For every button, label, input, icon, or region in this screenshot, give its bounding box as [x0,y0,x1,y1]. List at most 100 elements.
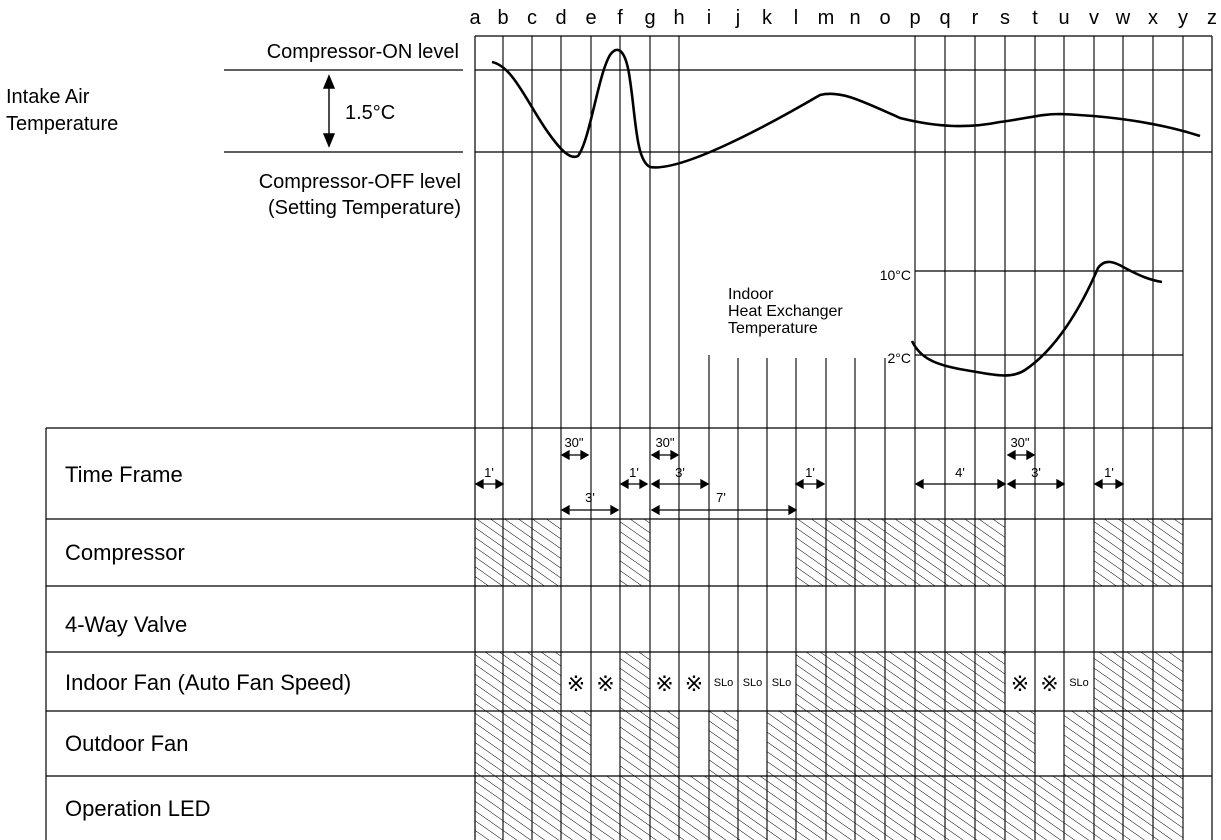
indoor-fan-on-cell [826,652,855,711]
indoor-fan-on-cell [532,652,561,711]
outdoor-fan-on-cell [855,711,885,776]
column-letter: p [909,7,920,29]
column-letter: w [1115,7,1131,29]
outdoor-fan-on-cell [1123,711,1153,776]
reference-mark: ※ [685,671,703,696]
operation-led-on-cell [1153,776,1183,840]
time-label: 30" [655,435,674,450]
compressor-on-cell [975,519,1005,586]
indoor-fan-on-cell [475,652,503,711]
operation-led-on-cell [1123,776,1153,840]
slo-mark-background [740,673,765,689]
outdoor-fan-on-cell [975,711,1005,776]
reference-mark: ※ [1011,671,1029,696]
column-letter: c [527,7,537,29]
indoor-fan-on-cell [945,652,975,711]
compressor-on-cell [1123,519,1153,586]
time-label: 3' [585,490,595,505]
column-letter: u [1058,7,1069,29]
column-letter: g [644,7,655,29]
state-cells [475,519,1183,840]
reference-mark: ※ [567,671,585,696]
operation-led-on-cell [532,776,561,840]
time-frame-labels: 1' 30" 3' 1' 30" 3' 7' 1' 4' 30" 3' 1' [484,435,1114,505]
compressor-on-cell [915,519,945,586]
delta-arrow [322,74,336,148]
column-letter: x [1148,7,1158,29]
column-letter: m [818,7,835,29]
indoor-fan-on-cell [1123,652,1153,711]
column-letter: o [879,7,890,29]
indoor-fan-on-cell [885,652,915,711]
operation-led-on-cell [1005,776,1035,840]
heat-exchanger-curve [910,260,1163,377]
column-letter: e [585,7,596,29]
slo-mark-background [769,673,794,689]
indoor-fan-on-cell [1094,652,1123,711]
outdoor-fan-on-cell [709,711,738,776]
outdoor-fan-on-cell [532,711,561,776]
compressor-on-cell [1094,519,1123,586]
column-letter: d [555,7,566,29]
slo-mark: SLo [714,677,734,689]
row-label-compressor: Compressor [65,540,185,565]
outdoor-fan-on-cell [945,711,975,776]
reference-mark: ※ [1040,671,1058,696]
column-letter: z [1207,7,1217,29]
outdoor-fan-on-cell [620,711,650,776]
column-letter: i [707,7,711,29]
operation-led-on-cell [650,776,679,840]
operation-led-on-cell [475,776,503,840]
operation-led-on-cell [885,776,915,840]
indoor-fan-on-cell [503,652,532,711]
outdoor-fan-on-cell [650,711,679,776]
operation-led-on-cell [855,776,885,840]
column-letter: t [1032,7,1038,29]
operation-led-on-cell [503,776,532,840]
slo-mark: SLo [772,677,792,689]
operation-led-on-cell [591,776,620,840]
column-letter: l [794,7,798,29]
compressor-on-cell [1153,519,1183,586]
off-level-label-line1: Compressor-OFF level [259,171,461,193]
operation-led-on-cell [915,776,945,840]
indoor-fan-marks: ※ ※ ※ ※ ※ ※ SLo SLo SLo SLo [567,671,1092,696]
time-label: 30" [1010,435,1029,450]
off-level-label-line2: (Setting Temperature) [268,197,461,219]
outdoor-fan-on-cell [1094,711,1123,776]
column-letter: f [617,7,623,29]
column-letter: h [673,7,684,29]
compressor-on-cell [945,519,975,586]
outdoor-fan-on-cell [503,711,532,776]
operation-led-on-cell [975,776,1005,840]
outdoor-fan-on-cell [561,711,591,776]
indoor-fan-on-cell [620,652,650,711]
indoor-fan-on-cell [796,652,826,711]
hx-label-background [712,262,912,358]
time-label: 1' [1104,465,1114,480]
operation-led-on-cell [767,776,796,840]
compressor-on-cell [855,519,885,586]
slo-mark-background [711,673,736,689]
on-level-label: Compressor-ON level [267,41,459,63]
hx-label-line2: Heat Exchanger [728,303,843,320]
operation-led-on-cell [679,776,709,840]
compressor-on-cell [885,519,915,586]
hx-high-label: 10°C [880,267,911,283]
outdoor-fan-on-cell [1153,711,1183,776]
outdoor-fan-on-cell [826,711,855,776]
column-letter: r [972,7,979,29]
time-label: 4' [955,465,965,480]
outdoor-fan-on-cell [915,711,945,776]
compressor-on-cell [826,519,855,586]
operation-led-on-cell [620,776,650,840]
slo-mark-background [1066,673,1092,689]
outdoor-fan-on-cell [1005,711,1035,776]
time-frame-arrows [474,449,1125,516]
operation-led-on-cell [1064,776,1094,840]
indoor-fan-on-cell [1153,652,1183,711]
hx-label-line1: Indoor [728,286,774,303]
grid-frame [45,35,1213,840]
